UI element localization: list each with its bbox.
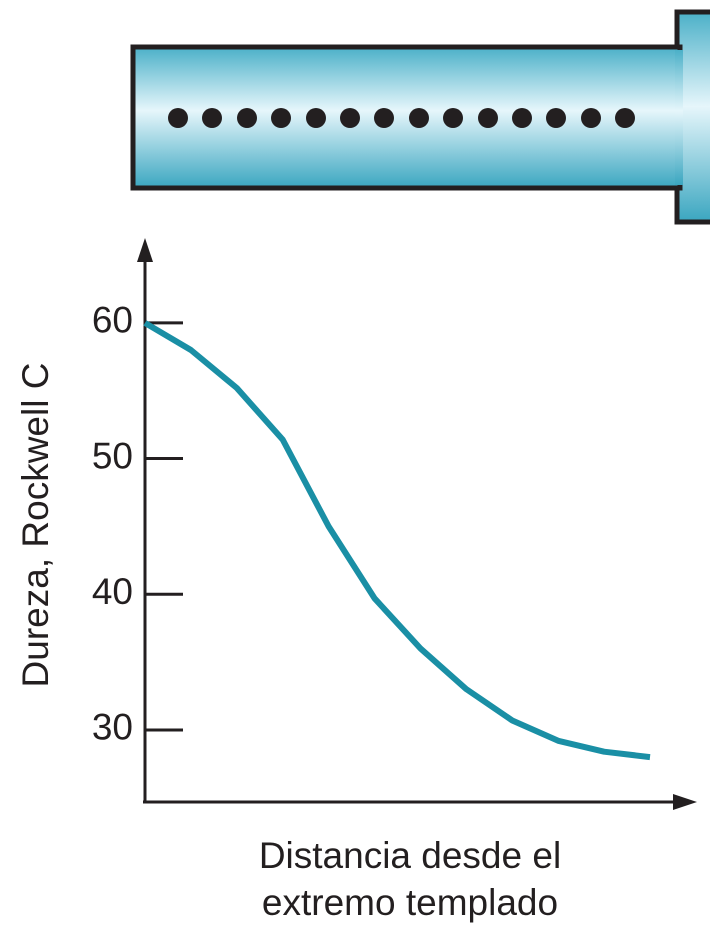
measurement-points xyxy=(168,108,635,128)
y-axis-arrow xyxy=(137,238,153,262)
x-axis-label: Distancia desde el xyxy=(259,835,561,876)
specimen-joint xyxy=(675,50,683,185)
hardness-curve xyxy=(143,320,651,761)
y-tick-label: 50 xyxy=(92,435,133,476)
x-axis-arrow xyxy=(673,794,697,810)
y-axis-label: Dureza, Rockwell C xyxy=(15,363,56,688)
x-axis-label: extremo templado xyxy=(262,882,558,923)
y-tick-label: 30 xyxy=(92,707,133,748)
y-tick-label: 60 xyxy=(92,300,133,341)
jominy-specimen xyxy=(130,9,710,225)
y-tick-label: 40 xyxy=(92,571,133,612)
